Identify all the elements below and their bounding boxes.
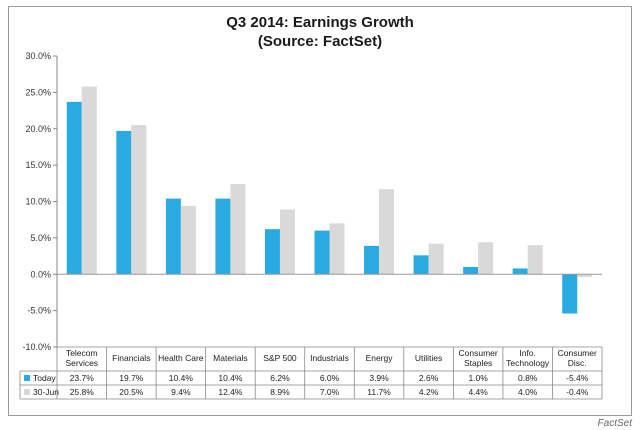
data-label: 4.0%	[518, 387, 538, 397]
data-label: 25.8%	[70, 387, 95, 397]
data-label: 4.2%	[419, 387, 439, 397]
legend-label-30-jun: 30-Jun	[33, 387, 59, 397]
data-label: -5.4%	[566, 373, 589, 383]
data-label: 3.9%	[369, 373, 389, 383]
category-label: Materials	[213, 353, 247, 363]
bar-30-jun	[577, 274, 593, 278]
category-label: Technology	[506, 358, 550, 368]
y-tick-label: -5.0%	[27, 306, 51, 316]
bar-today	[116, 130, 132, 275]
category-label: Consumer	[558, 348, 597, 358]
bar-30-jun	[379, 189, 395, 275]
bar-30-jun	[428, 243, 444, 275]
category-label: Disc.	[568, 358, 587, 368]
bar-today	[463, 266, 479, 275]
y-tick-label: 25.0%	[25, 87, 51, 97]
data-label: 20.5%	[119, 387, 144, 397]
bar-30-jun	[131, 125, 147, 275]
category-label: Health Care	[158, 353, 204, 363]
data-label: 9.4%	[171, 387, 191, 397]
factset-watermark: FactSet	[597, 418, 632, 429]
legend-swatch-today	[24, 375, 30, 381]
category-label: Consumer	[459, 348, 498, 358]
data-label: 8.9%	[270, 387, 290, 397]
category-label: Staples	[464, 358, 492, 368]
bar-today	[364, 245, 380, 275]
category-label: Utilities	[415, 353, 442, 363]
y-tick-label: 5.0%	[30, 233, 51, 243]
y-tick-label: 0.0%	[30, 269, 51, 279]
bar-today	[215, 198, 231, 275]
data-label: 1.0%	[468, 373, 488, 383]
bar-30-jun	[180, 205, 196, 275]
y-tick-label: 30.0%	[25, 51, 51, 61]
y-tick-label: 10.0%	[25, 197, 51, 207]
data-label: 2.6%	[419, 373, 439, 383]
bar-today	[165, 198, 181, 275]
data-label: 23.7%	[70, 373, 95, 383]
legend-label-today: Today	[33, 373, 56, 383]
chart-frame	[8, 6, 632, 416]
bar-today	[562, 274, 578, 314]
bar-30-jun	[81, 86, 97, 275]
data-label: 12.4%	[218, 387, 243, 397]
category-label: Telecom	[66, 348, 98, 358]
data-label: 10.4%	[169, 373, 194, 383]
data-label: 11.7%	[367, 387, 391, 397]
category-label: Services	[65, 358, 98, 368]
bar-30-jun	[527, 245, 543, 275]
data-label: 10.4%	[218, 373, 243, 383]
chart-subtitle: (Source: FactSet)	[257, 33, 383, 50]
y-tick-label: 20.0%	[25, 124, 51, 134]
chart-title: Q3 2014: Earnings Growth	[226, 14, 414, 31]
bar-30-jun	[478, 242, 494, 275]
bar-30-jun	[230, 184, 246, 275]
data-label: 7.0%	[320, 387, 340, 397]
y-tick-label: 15.0%	[25, 160, 51, 170]
y-tick-label: -10.0%	[22, 342, 51, 352]
bar-30-jun	[329, 223, 345, 275]
data-label: 6.0%	[320, 373, 340, 383]
data-label: 6.2%	[270, 373, 290, 383]
data-label: 0.8%	[518, 373, 538, 383]
bar-today	[413, 255, 429, 275]
data-label: -0.4%	[566, 387, 589, 397]
legend-swatch-30-jun	[24, 389, 30, 395]
data-label: 19.7%	[119, 373, 144, 383]
data-label: 4.4%	[468, 387, 488, 397]
bar-today	[512, 268, 528, 275]
bar-today	[66, 101, 82, 275]
category-label: Financials	[112, 353, 150, 363]
category-label: S&P 500	[263, 353, 297, 363]
category-label: Industrials	[310, 353, 349, 363]
category-label: Energy	[366, 353, 394, 363]
category-label: Info.	[519, 348, 536, 358]
bar-30-jun	[279, 209, 295, 275]
bar-today	[264, 229, 280, 275]
bar-today	[314, 230, 330, 275]
